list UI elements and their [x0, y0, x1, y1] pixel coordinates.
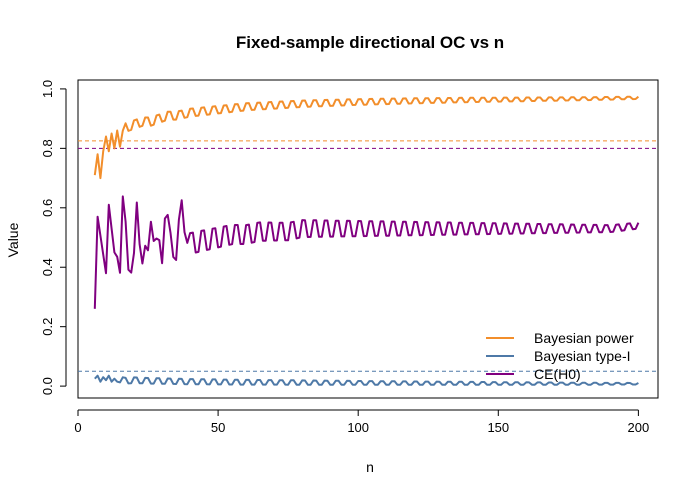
y-axis-label: Value: [5, 222, 21, 257]
series-line: [93, 95, 640, 180]
y-tick-label: 1.0: [40, 80, 55, 98]
series-line: [94, 374, 639, 386]
x-axis: 0 50 100 150 200: [74, 409, 650, 435]
x-tick-label: 50: [211, 420, 225, 435]
plot-frame: [77, 79, 659, 399]
y-tick-label: 0.4: [40, 258, 55, 276]
series-lines: [93, 95, 640, 386]
reference-lines: [78, 140, 658, 372]
x-axis-label: n: [366, 459, 374, 475]
y-axis: 0.0 0.2 0.4 0.6 0.8 1.0: [40, 80, 67, 395]
y-tick-label: 0.6: [40, 199, 55, 217]
y-tick-label: 0.2: [40, 318, 55, 336]
x-tick-label: 200: [628, 420, 650, 435]
legend-label: Bayesian type-I: [534, 348, 631, 364]
x-tick-label: 0: [74, 420, 81, 435]
x-tick-label: 100: [347, 420, 369, 435]
series-line: [93, 195, 640, 309]
legend: Bayesian power Bayesian type-I CE(H0): [486, 330, 634, 382]
y-tick-label: 0.8: [40, 139, 55, 157]
y-tick-label: 0.0: [40, 377, 55, 395]
chart-title: Fixed-sample directional OC vs n: [236, 33, 504, 52]
legend-label: CE(H0): [534, 366, 581, 382]
x-tick-label: 150: [487, 420, 509, 435]
legend-label: Bayesian power: [534, 330, 634, 346]
